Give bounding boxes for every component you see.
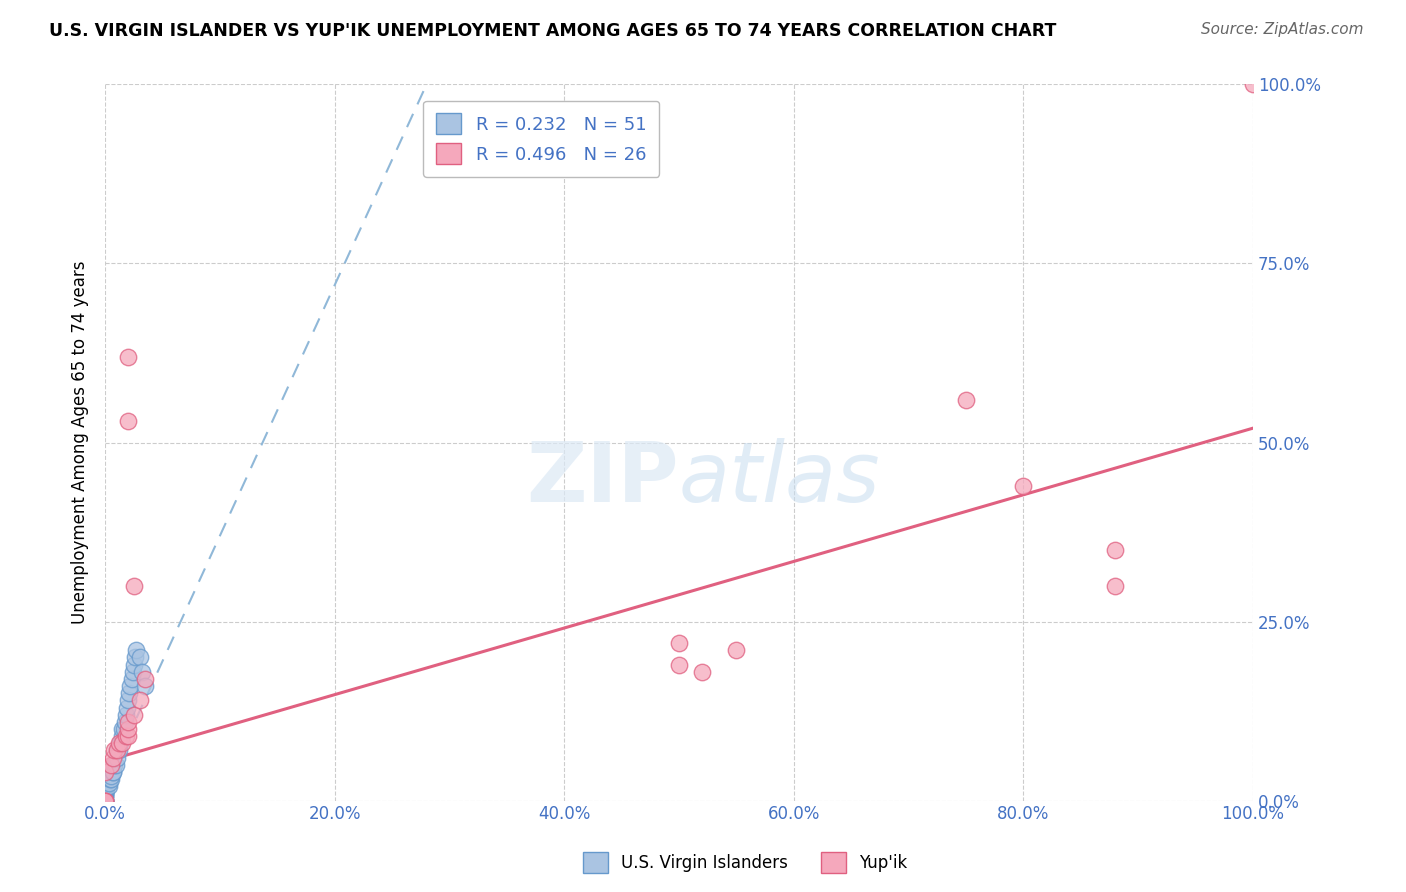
Point <box>1012 478 1035 492</box>
Point <box>103 764 125 779</box>
Point <box>94 787 117 801</box>
Point <box>100 757 122 772</box>
Point <box>115 700 138 714</box>
Point <box>125 643 148 657</box>
Point <box>117 350 139 364</box>
Point <box>725 643 748 657</box>
Point <box>690 665 713 679</box>
Point <box>94 790 117 805</box>
Point <box>103 743 125 757</box>
Point <box>955 392 977 407</box>
Point <box>94 775 117 789</box>
Point <box>105 750 128 764</box>
Point <box>94 785 117 799</box>
Point <box>108 743 131 757</box>
Point <box>94 780 117 795</box>
Point <box>128 650 150 665</box>
Point <box>128 693 150 707</box>
Point <box>112 722 135 736</box>
Point <box>134 679 156 693</box>
Point <box>94 778 117 792</box>
Point <box>115 707 138 722</box>
Point <box>108 736 131 750</box>
Point <box>94 794 117 808</box>
Point <box>1104 543 1126 558</box>
Point <box>94 787 117 801</box>
Point <box>122 579 145 593</box>
Point <box>94 794 117 808</box>
Point <box>94 783 117 797</box>
Point <box>94 787 117 801</box>
Point <box>103 750 125 764</box>
Point <box>121 665 143 679</box>
Legend: U.S. Virgin Islanders, Yup'ik: U.S. Virgin Islanders, Yup'ik <box>576 846 914 880</box>
Point <box>1104 579 1126 593</box>
Y-axis label: Unemployment Among Ages 65 to 74 years: Unemployment Among Ages 65 to 74 years <box>72 260 89 624</box>
Point <box>117 414 139 428</box>
Point <box>1241 78 1264 92</box>
Point <box>120 679 142 693</box>
Point <box>111 736 134 750</box>
Point <box>103 764 125 779</box>
Point <box>105 743 128 757</box>
Point <box>115 729 138 743</box>
Point <box>94 794 117 808</box>
Point <box>104 757 127 772</box>
Point <box>111 722 134 736</box>
Point <box>111 729 134 743</box>
Point <box>94 779 117 793</box>
Point <box>114 714 136 729</box>
Point <box>94 790 117 805</box>
Point <box>668 636 690 650</box>
Point <box>100 768 122 782</box>
Point <box>97 779 120 793</box>
Text: atlas: atlas <box>679 438 880 519</box>
Point <box>117 693 139 707</box>
Point <box>668 657 690 672</box>
Text: Source: ZipAtlas.com: Source: ZipAtlas.com <box>1201 22 1364 37</box>
Text: ZIP: ZIP <box>526 438 679 519</box>
Point <box>98 772 121 786</box>
Point <box>118 686 141 700</box>
Point <box>134 672 156 686</box>
Point <box>117 722 139 736</box>
Point <box>94 794 117 808</box>
Point <box>94 784 117 798</box>
Point <box>122 657 145 672</box>
Point <box>94 783 117 797</box>
Point <box>97 775 120 789</box>
Point <box>122 707 145 722</box>
Point <box>105 743 128 757</box>
Point <box>94 782 117 797</box>
Point <box>108 736 131 750</box>
Point <box>94 781 117 796</box>
Point <box>121 672 143 686</box>
Point <box>94 794 117 808</box>
Point <box>103 757 125 772</box>
Point <box>94 764 117 779</box>
Point <box>117 714 139 729</box>
Point <box>94 788 117 802</box>
Point <box>94 779 117 793</box>
Point <box>100 772 122 786</box>
Legend: R = 0.232   N = 51, R = 0.496   N = 26: R = 0.232 N = 51, R = 0.496 N = 26 <box>423 101 659 177</box>
Point <box>117 729 139 743</box>
Point <box>94 794 117 808</box>
Text: U.S. VIRGIN ISLANDER VS YUP'IK UNEMPLOYMENT AMONG AGES 65 TO 74 YEARS CORRELATIO: U.S. VIRGIN ISLANDER VS YUP'IK UNEMPLOYM… <box>49 22 1056 40</box>
Point <box>131 665 153 679</box>
Point <box>94 794 117 808</box>
Point <box>124 650 146 665</box>
